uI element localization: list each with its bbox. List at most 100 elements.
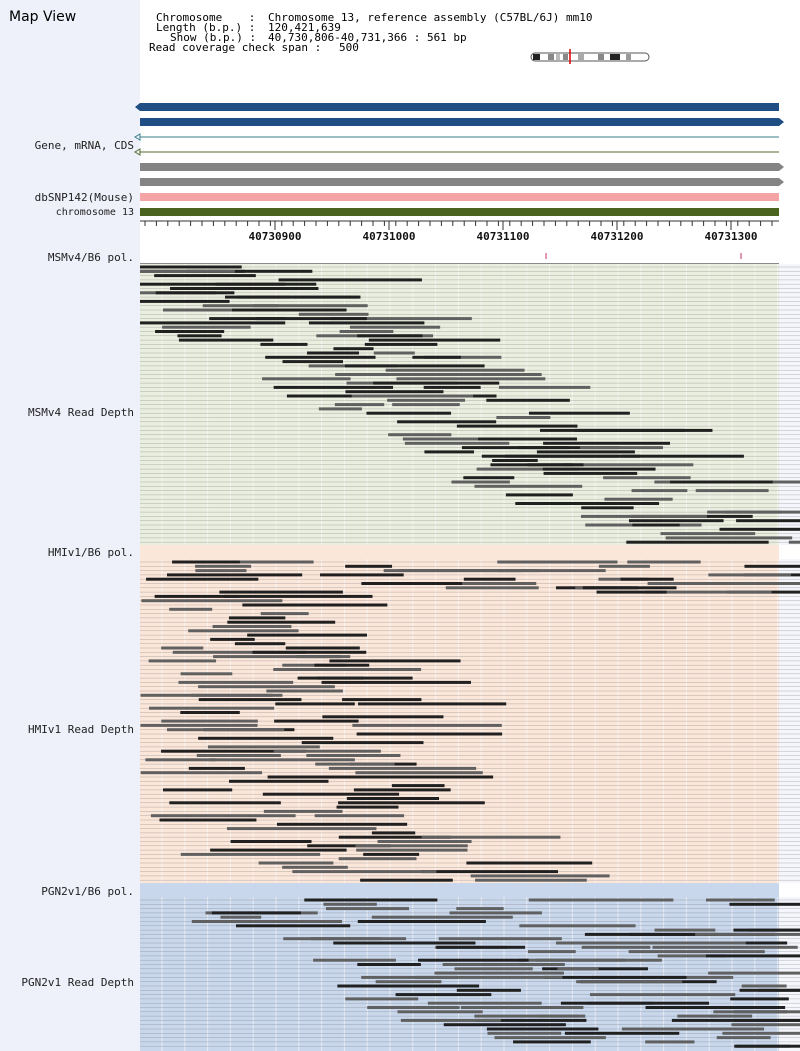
- aligned-read: [363, 852, 420, 856]
- aligned-read: [162, 308, 233, 312]
- aligned-read: [461, 446, 569, 450]
- show-value: 40,730,806-40,731,366 : 561 bp: [268, 31, 467, 44]
- aligned-read: [247, 633, 367, 637]
- aligned-read: [604, 497, 673, 501]
- msm-pol-label: MSMv4/B6 pol.: [47, 251, 134, 264]
- aligned-read: [744, 564, 800, 568]
- chromosome-label: Chromosome :: [156, 11, 256, 24]
- aligned-read: [741, 984, 787, 988]
- aligned-read: [581, 506, 634, 510]
- aligned-read: [404, 441, 510, 445]
- aligned-read: [392, 403, 460, 407]
- aligned-read: [188, 766, 245, 770]
- aligned-read: [581, 945, 651, 949]
- aligned-read: [400, 1018, 501, 1022]
- aligned-read: [576, 980, 683, 984]
- aligned-read: [319, 573, 404, 577]
- aligned-read: [395, 993, 492, 997]
- aligned-read: [671, 1018, 800, 1022]
- aligned-read: [739, 988, 800, 992]
- ruler-tick-label: 40731300: [705, 230, 758, 243]
- aligned-read: [154, 594, 240, 598]
- aligned-read: [260, 612, 309, 616]
- aligned-read: [645, 590, 772, 594]
- aligned-read: [178, 338, 274, 342]
- aligned-read: [353, 788, 451, 792]
- aligned-read: [424, 450, 475, 454]
- dbsnp-track-label: dbSNP142(Mouse): [34, 191, 134, 204]
- aligned-read: [325, 907, 409, 911]
- aligned-read: [470, 874, 610, 878]
- chromosome-bar: [140, 208, 779, 216]
- hmi-pol-track: [140, 545, 779, 559]
- aligned-read: [314, 663, 370, 667]
- aligned-read: [745, 941, 788, 945]
- aligned-read: [415, 975, 563, 979]
- aligned-read: [342, 698, 422, 702]
- aligned-read: [345, 997, 419, 1001]
- aligned-read: [145, 758, 217, 762]
- aligned-read: [665, 536, 793, 540]
- aligned-read: [628, 519, 724, 523]
- aligned-read: [186, 269, 313, 273]
- aligned-read: [198, 736, 334, 740]
- aligned-read: [351, 394, 474, 398]
- aligned-read: [315, 762, 395, 766]
- aligned-read: [695, 932, 800, 936]
- aligned-read: [141, 599, 283, 603]
- aligned-read: [273, 668, 422, 671]
- aligned-read: [535, 958, 662, 962]
- aligned-read: [228, 779, 329, 783]
- aligned-read: [307, 351, 360, 355]
- aligned-read: [188, 629, 299, 633]
- aligned-read: [236, 295, 361, 299]
- aligned-read: [356, 848, 468, 852]
- aligned-read: [242, 603, 388, 607]
- aligned-read: [724, 510, 800, 514]
- aligned-read: [180, 711, 240, 714]
- aligned-read: [476, 467, 580, 471]
- length-label: Length (b.p.) :: [156, 21, 256, 34]
- aligned-read: [163, 788, 233, 792]
- aligned-read: [226, 827, 377, 831]
- aligned-read: [278, 278, 422, 282]
- aligned-read: [282, 663, 347, 667]
- aligned-read: [215, 282, 317, 286]
- aligned-read: [706, 898, 775, 902]
- aligned-read: [462, 582, 537, 585]
- aligned-read: [560, 1001, 710, 1005]
- pgn-pol-track: [140, 883, 779, 897]
- aligned-read: [169, 801, 281, 805]
- aligned-read: [645, 1006, 786, 1009]
- aligned-read: [275, 702, 355, 706]
- cds-arrow-left: [134, 133, 141, 141]
- aligned-read: [285, 646, 360, 650]
- aligned-read: [713, 1010, 800, 1014]
- aligned-read: [333, 941, 476, 945]
- aligned-read: [492, 459, 538, 462]
- aligned-read: [180, 852, 321, 856]
- aligned-read: [266, 689, 310, 693]
- aligned-read: [427, 1001, 542, 1005]
- aligned-read: [486, 398, 570, 402]
- ideogram-band: [548, 54, 554, 60]
- aligned-read: [198, 698, 302, 702]
- gene-bar-arrow-left: [135, 103, 140, 111]
- aligned-read: [227, 620, 336, 624]
- aligned-read: [304, 898, 438, 902]
- aligned-read: [513, 1040, 591, 1044]
- aligned-read: [705, 954, 800, 958]
- ruler-tick-label: 40730900: [249, 230, 302, 243]
- chromosome-track-label: chromosome 13: [55, 207, 134, 218]
- aligned-read: [412, 355, 461, 359]
- gene-bar: [140, 103, 779, 111]
- length-value: 120,421,639: [268, 21, 341, 34]
- aligned-read: [722, 1031, 800, 1035]
- aligned-read: [474, 1014, 578, 1018]
- aligned-read: [355, 771, 483, 775]
- aligned-read: [323, 902, 377, 906]
- aligned-read: [421, 835, 561, 839]
- aligned-read: [154, 274, 256, 278]
- aligned-read: [434, 971, 564, 975]
